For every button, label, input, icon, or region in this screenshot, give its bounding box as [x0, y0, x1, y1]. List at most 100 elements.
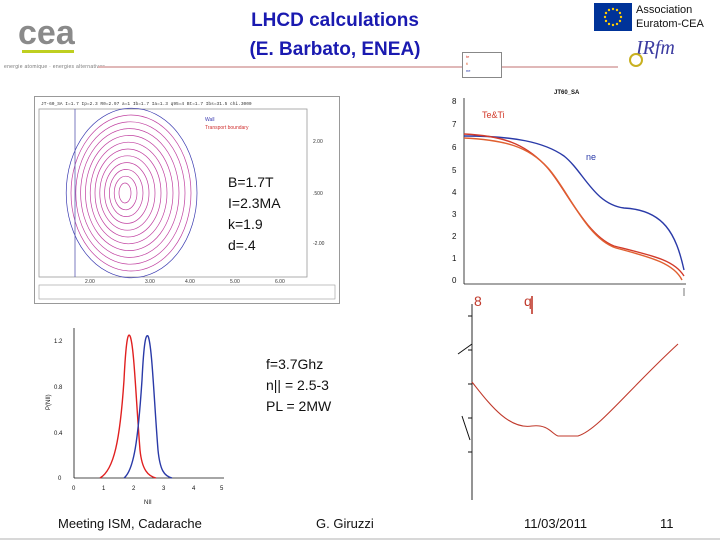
dep-x-tick: 2	[132, 486, 136, 492]
flux-surface	[113, 175, 138, 211]
flux-surface	[109, 169, 144, 217]
irfm-logo: IRfm	[626, 34, 692, 68]
param-i: I=2.3MA	[228, 195, 281, 211]
dep-x-tick: 5	[220, 486, 224, 492]
profiles-y-tick: 4	[452, 188, 457, 197]
deposition-svg: P(NII) NII 0 0.4 0.8 1.2 0 1 2 3 4 5	[46, 328, 224, 506]
dep-x-tick: 3	[162, 486, 166, 492]
q-panel-index: 8	[474, 293, 482, 309]
eq-y-tick: .500	[313, 191, 323, 197]
legend-boundary: Transport boundary	[205, 125, 249, 131]
eq-x-tick: 4.00	[185, 279, 195, 285]
legend-wall: Wall	[205, 117, 215, 123]
eq-y-ticks: 2.00 .500 -2.00	[313, 139, 325, 247]
profiles-y-tick: 2	[452, 232, 457, 241]
eq-x-ticks: 2.00 3.00 4.00 5.00 6.00	[85, 279, 285, 285]
param-d: d=.4	[228, 237, 256, 253]
title-divider	[98, 66, 618, 68]
dep-x-ticks: 0 1 2 3 4 5	[72, 486, 224, 492]
q-svg: 8 q	[457, 293, 679, 500]
profiles-svg: JT60_SA 8 7 6 5 4 3 2 1 0 Te&Ti ne	[452, 90, 686, 296]
profile-legend: te ti ne	[462, 52, 502, 78]
dep-x-tick: 0	[72, 486, 76, 492]
footer-date: 11/03/2011	[524, 516, 588, 531]
dep-y-ticks: 0 0.4 0.8 1.2	[54, 339, 63, 482]
flux-surface	[94, 148, 162, 238]
eq-x-tick: 6.00	[275, 279, 285, 285]
flux-surface	[104, 162, 150, 224]
equilibrium-bottom-frame	[38, 284, 336, 300]
ne-label: ne	[586, 152, 596, 162]
association-label: Association Euratom-CEA	[636, 3, 704, 31]
dep-red-curve	[99, 334, 157, 479]
ti-curve	[463, 137, 683, 281]
teti-label: Te&Ti	[482, 110, 505, 120]
flux-surface	[99, 155, 156, 231]
profiles-y-tick: 3	[452, 210, 457, 219]
profiles-y-tick: 0	[452, 276, 457, 285]
flux-surface	[70, 114, 192, 272]
equilibrium-header: JT-60_SA I=1.7 Ip=2.3 R0=2.97 a=1 Ib=1.7…	[41, 101, 252, 107]
association-line-2: Euratom-CEA	[636, 18, 704, 30]
legend-ti: ti	[466, 61, 468, 66]
footer-author: G. Giruzzi	[316, 516, 374, 531]
dep-y-tick: 0.8	[54, 385, 63, 391]
flux-surface	[65, 107, 198, 279]
dep-blue-curve	[123, 334, 173, 479]
equilibrium-svg: JT-60_SA I=1.7 Ip=2.3 R0=2.97 a=1 Ib=1.7…	[38, 101, 336, 300]
profiles-y-tick: 7	[452, 120, 457, 129]
dep-y-tick: 1.2	[54, 339, 63, 345]
plasma-params: B=1.7T I=2.3MA k=1.9 d=.4	[228, 172, 281, 256]
profiles-plot: JT60_SA 8 7 6 5 4 3 2 1 0 Te&Ti ne	[444, 84, 694, 300]
title-line-1: LHCD calculations	[251, 10, 419, 31]
eq-x-tick: 5.00	[230, 279, 240, 285]
equilibrium-frame	[38, 108, 308, 278]
flux-surface	[75, 121, 186, 265]
dep-x-tick: 4	[192, 486, 196, 492]
lh-params: f=3.7Ghz n|| = 2.5-3 PL = 2MW	[266, 354, 331, 417]
flux-surfaces	[65, 107, 198, 279]
flux-surface	[80, 128, 180, 258]
profiles-title: JT60_SA	[554, 90, 580, 96]
dep-x-tick: 1	[102, 486, 106, 492]
q-axis-marks	[457, 343, 473, 441]
eu-stars	[603, 7, 623, 27]
profiles-y-tick: 6	[452, 143, 457, 152]
q-curve	[471, 343, 679, 437]
deposition-plot: P(NII) NII 0 0.4 0.8 1.2 0 1 2 3 4 5	[44, 320, 240, 530]
cea-logo-letters: cea	[18, 14, 76, 52]
dep-x-label: NII	[144, 500, 152, 506]
cea-logo-mark: cea	[18, 14, 76, 53]
legend-te: te	[466, 54, 470, 59]
param-k: k=1.9	[228, 216, 263, 232]
eq-x-tick: 3.00	[145, 279, 155, 285]
cea-logo: cea energie atomique · energies alternat…	[4, 4, 105, 70]
association-line-1: Association	[636, 4, 693, 16]
lh-power: PL = 2MW	[266, 398, 332, 414]
irfm-logo-swirl	[629, 53, 643, 67]
param-b: B=1.7T	[228, 174, 274, 190]
eu-flag-icon	[594, 3, 632, 31]
footer-page-number: 11	[660, 516, 674, 531]
footer-divider	[0, 538, 720, 540]
eq-y-tick: 2.00	[313, 139, 323, 145]
slide-title: LHCD calculations (E. Barbato, ENEA)	[195, 6, 475, 64]
eq-y-tick: -2.00	[313, 241, 325, 247]
lh-frequency: f=3.7Ghz	[266, 356, 324, 372]
legend-ne: ne	[466, 68, 471, 73]
q-profile-plot: 8 q	[448, 290, 688, 510]
dep-y-tick: 0.4	[54, 431, 63, 437]
dep-y-tick: 0	[58, 476, 62, 482]
q-label: q	[524, 293, 532, 309]
lh-n-parallel: n|| = 2.5-3	[266, 377, 329, 393]
footer-meeting: Meeting ISM, Cadarache	[58, 516, 202, 531]
flux-surface	[85, 135, 174, 251]
flux-surface	[89, 141, 168, 245]
profiles-y-tick: 1	[452, 254, 457, 263]
profiles-y-tick: 5	[452, 166, 457, 175]
ne-curve	[463, 135, 685, 271]
title-line-2: (E. Barbato, ENEA)	[249, 39, 421, 60]
irfm-logo-text: IRfm	[635, 37, 675, 59]
eq-x-tick: 2.00	[85, 279, 95, 285]
cea-logo-bar	[22, 50, 74, 53]
